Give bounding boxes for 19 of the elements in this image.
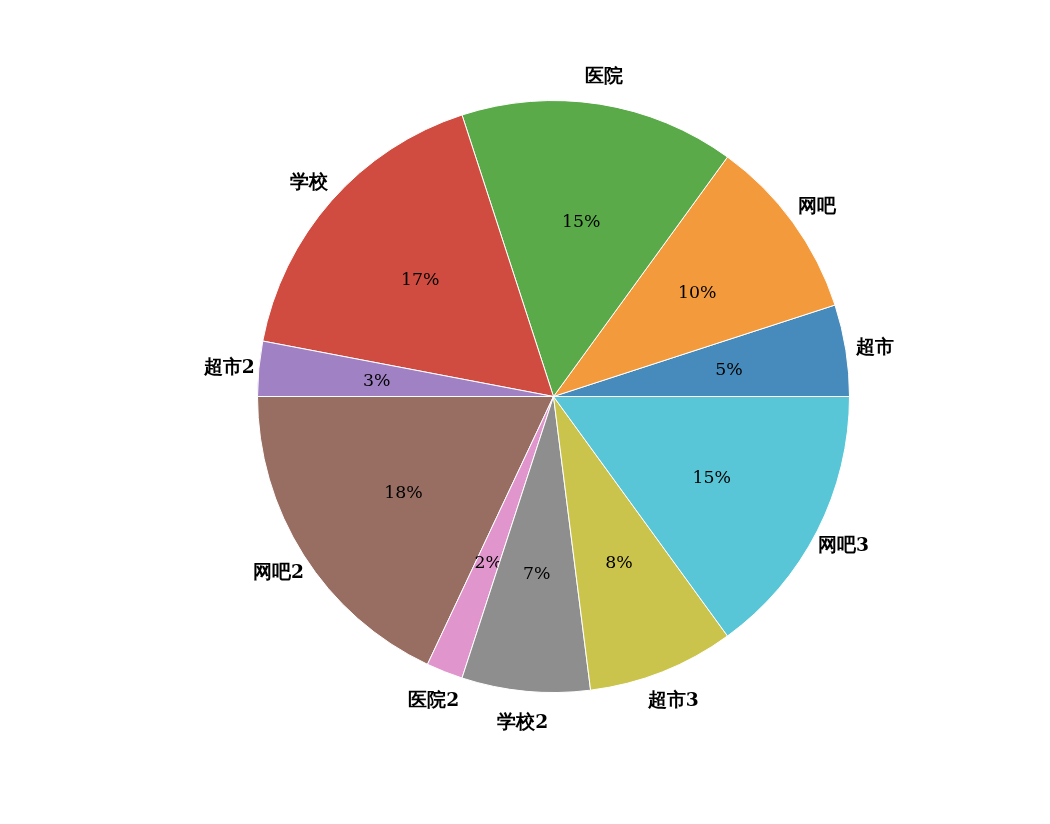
slice-label: 学校2 [497,709,549,732]
slice-label: 学校 [290,170,330,193]
slice-label: 医院2 [408,688,460,711]
data-label: 5% [715,358,743,379]
slice-label: 医院 [585,63,624,86]
slice-label: 超市3 [646,688,699,711]
slice-label: 网吧3 [818,533,870,556]
data-label: 7% [523,563,551,584]
data-label: 15% [692,467,731,488]
data-label: 17% [401,269,440,290]
slice-label: 超市 [855,334,895,357]
data-label: 15% [562,211,601,232]
data-label: 8% [605,551,633,572]
slice-label: 超市2 [202,354,255,377]
data-label: 18% [384,481,423,502]
slice-label: 网吧2 [253,559,305,582]
slice-label: 网吧 [797,194,837,217]
data-label: 10% [677,282,717,303]
data-label: 3% [362,369,391,390]
